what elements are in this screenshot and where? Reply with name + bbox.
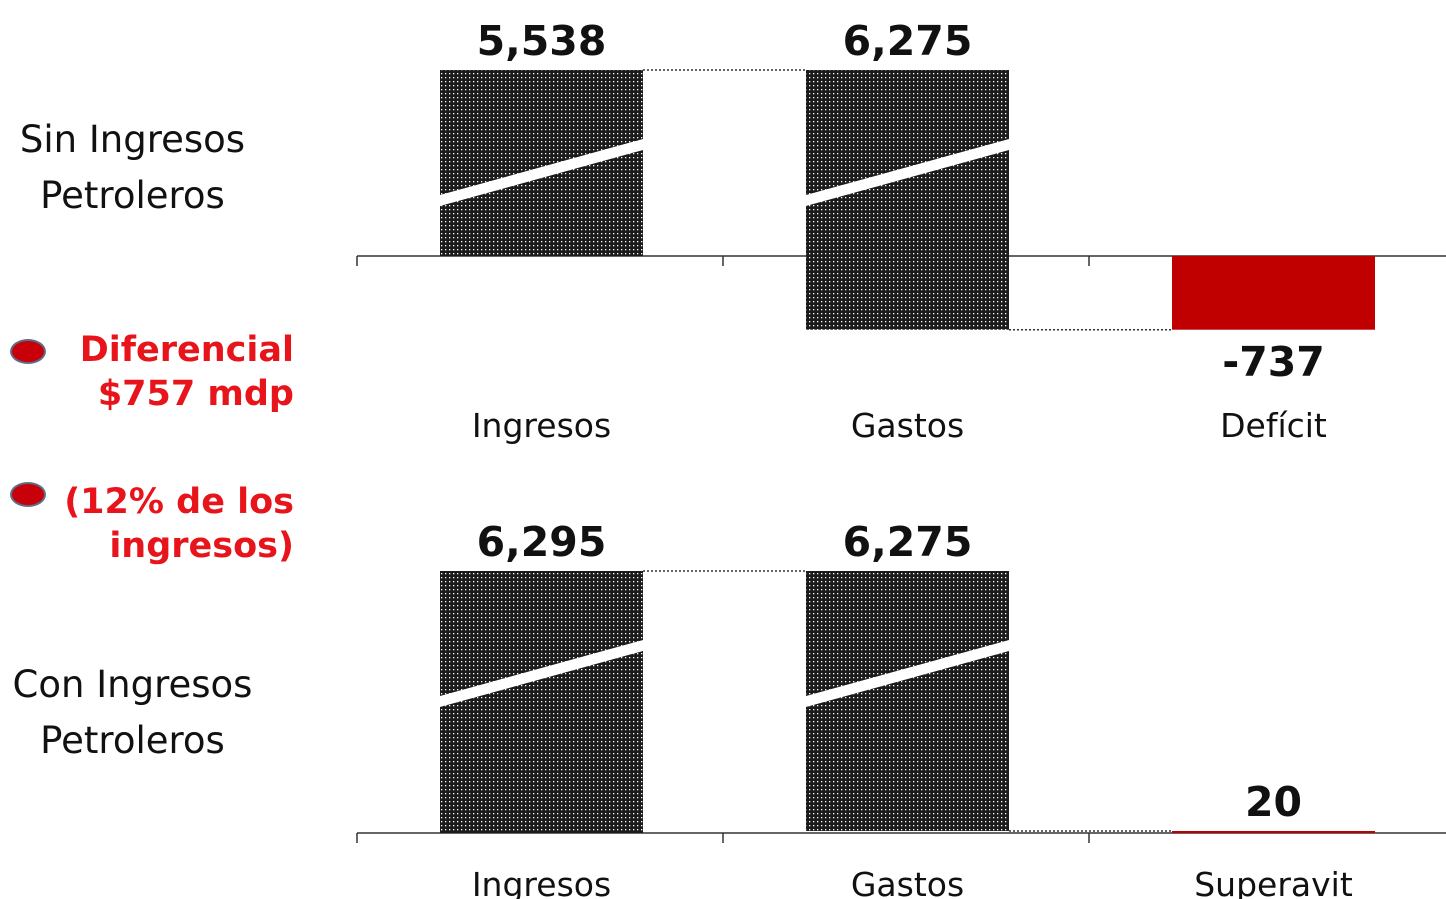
percent-note-line2: ingresos) (109, 526, 294, 566)
difference-note-line2: $757 mdp (97, 374, 294, 414)
chart1-bar-ingresos (440, 70, 643, 256)
chart2-value-label-ingresos: 6,295 (477, 518, 607, 566)
chart1-bar-deficit (1172, 256, 1375, 330)
percent-note-line1: (12% de los (64, 482, 294, 522)
chart2-category-label-superavit: Superavit (1194, 865, 1353, 899)
bottom-scenario-label-line2: Petroleros (40, 719, 225, 762)
chart2-bar-ingresos (440, 571, 643, 833)
bullet-dot-2 (10, 482, 46, 507)
percent-note: (12% de los ingresos) (64, 480, 294, 568)
chart1-axis-break-1 (440, 139, 643, 206)
chart2-value-label-superavit: 20 (1245, 778, 1302, 826)
top-scenario-label: Sin Ingresos Petroleros (10, 112, 255, 224)
chart1-value-label-gastos: 6,275 (843, 17, 973, 65)
top-scenario-label-line2: Petroleros (40, 174, 225, 217)
chart1-bar-gastos (806, 70, 1009, 330)
difference-note: Diferencial $757 mdp (80, 328, 294, 416)
chart2-bar-gastos (806, 571, 1009, 831)
top-scenario-label-line1: Sin Ingresos (19, 118, 246, 161)
chart2-axis-break-1 (440, 640, 643, 707)
chart1-category-label-ingresos: Ingresos (472, 406, 611, 445)
bottom-scenario-label-line1: Con Ingresos (12, 663, 253, 706)
bottom-scenario-label: Con Ingresos Petroleros (5, 657, 260, 769)
chart1-value-label-deficit: -737 (1222, 338, 1325, 386)
chart2-axis-break-2 (806, 640, 1009, 707)
chart1-category-label-deficit: Defícit (1220, 406, 1327, 445)
bullet-dot-1 (10, 339, 46, 364)
chart2-bar-superavit (1172, 831, 1375, 833)
chart1-axis-break-2 (806, 139, 1009, 206)
chart2-category-label-ingresos: Ingresos (472, 865, 611, 899)
difference-note-line1: Diferencial (79, 330, 294, 370)
chart1-value-label-ingresos: 5,538 (477, 17, 607, 65)
chart1-category-label-gastos: Gastos (851, 406, 964, 445)
chart2-value-label-gastos: 6,275 (843, 518, 973, 566)
chart2-category-label-gastos: Gastos (851, 865, 964, 899)
